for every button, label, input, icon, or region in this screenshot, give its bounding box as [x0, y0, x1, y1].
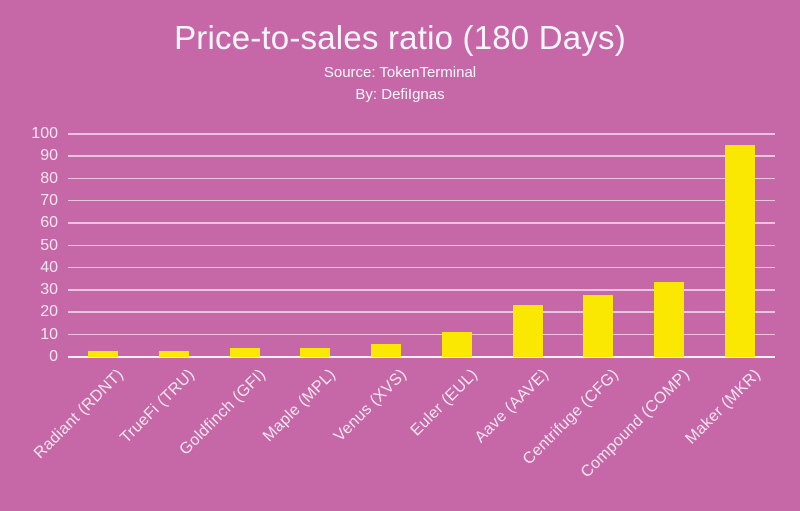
x-tick-label-aave-aave: Aave (AAVE) [471, 366, 552, 447]
bar-truefi-tru [159, 351, 190, 357]
y-tick-label-0: 0 [49, 348, 58, 365]
x-tick-label-euler-eul: Euler (EUL) [407, 366, 481, 440]
gridline-50 [68, 244, 775, 246]
bar-radiant-rdnt [88, 350, 119, 357]
y-tick-label-100: 100 [31, 125, 58, 142]
bar-centrifuge-cfg [583, 295, 614, 357]
bar-maker-mkr [724, 145, 755, 357]
x-tick-label-maker-mkr: Maker (MKR) [682, 366, 764, 448]
gridline-10 [68, 333, 775, 336]
x-axis-line [68, 356, 775, 358]
plot-area [68, 133, 775, 358]
y-tick-label-50: 50 [40, 236, 58, 254]
gridline-100 [68, 133, 775, 135]
y-tick-label-20: 20 [40, 303, 58, 321]
x-tick-label-maple-mpl: Maple (MPL) [260, 366, 340, 446]
x-tick-label-goldfinch-gfi: Goldfinch (GFI) [176, 366, 269, 459]
x-tick-label-radiant-rdnt: Radiant (RDNT) [31, 366, 128, 463]
y-tick-label-80: 80 [40, 169, 58, 187]
chart-byline: By: DefiIgnas [355, 86, 445, 103]
x-tick-label-venus-xvs: Venus (XVS) [331, 366, 411, 446]
bar-maple-mpl [300, 347, 331, 357]
gridline-90 [68, 155, 775, 157]
y-tick-label-90: 90 [40, 147, 58, 165]
gridline-30 [68, 289, 775, 291]
y-tick-label-30: 30 [40, 281, 58, 299]
y-tick-label-70: 70 [40, 191, 58, 209]
y-tick-label-60: 60 [40, 214, 58, 232]
gridline-80 [68, 177, 775, 180]
bar-aave-aave [512, 304, 543, 357]
chart-source-line: Source: TokenTerminal [323, 64, 477, 81]
gridline-40 [68, 266, 775, 269]
x-tick-label-centrifuge-cfg: Centrifuge (CFG) [520, 366, 623, 469]
x-tick-label-truefi-tru: TrueFi (TRU) [117, 366, 199, 447]
gridline-60 [68, 222, 775, 224]
bar-euler-eul [441, 332, 472, 357]
chart-title: Price-to-sales ratio (180 Days) [174, 19, 626, 56]
gridline-20 [68, 311, 775, 313]
y-tick-label-40: 40 [40, 258, 58, 276]
y-tick-label-10: 10 [40, 325, 58, 343]
bar-venus-xvs [371, 343, 402, 357]
gridline-70 [68, 199, 775, 202]
x-tick-label-compound-comp: Compound (COMP) [577, 366, 693, 482]
bar-compound-comp [653, 281, 684, 357]
bar-goldfinch-gfi [229, 348, 260, 357]
